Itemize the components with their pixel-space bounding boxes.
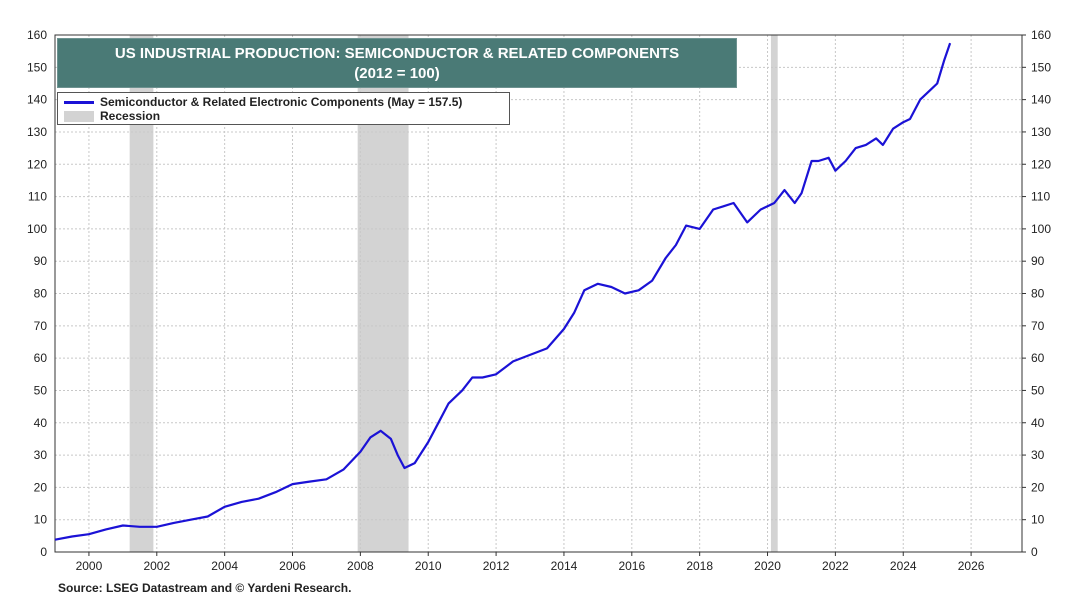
y-tick-label-right: 10 [1031,513,1045,527]
y-tick-label-left: 60 [34,351,48,365]
y-tick-label-right: 150 [1031,60,1051,74]
x-tick-label: 2006 [279,559,306,573]
y-tick-label-right: 30 [1031,448,1045,462]
y-tick-label-left: 40 [34,416,48,430]
y-tick-label-right: 60 [1031,351,1045,365]
legend-series-label: Semiconductor & Related Electronic Compo… [100,95,463,109]
y-tick-label-left: 150 [27,60,47,74]
y-tick-label-left: 70 [34,319,48,333]
y-tick-label-left: 160 [27,28,47,42]
x-axis-ticks: 2000 2002 2004 2006 2008 2010 2012 2014 2016 2018… [76,552,985,573]
y-tick-label-right: 80 [1031,287,1045,301]
y-tick-label-right: 140 [1031,93,1051,107]
legend-item-recession: Recession [64,109,160,123]
y-axis-right-ticks: 0 10 20 30 40 50 60 70 80 90 100 110 120 130 140 150 160 [1022,28,1051,559]
y-tick-label-right: 90 [1031,254,1045,268]
chart-title-box: US INDUSTRIAL PRODUCTION: SEMICONDUCTOR … [57,38,737,88]
y-axis-left-ticks: 0 10 20 30 40 50 60 70 80 90 100 110 120 130 140 150 160 [27,28,47,559]
y-tick-label-right: 20 [1031,480,1045,494]
y-tick-label-left: 140 [27,93,47,107]
legend: Semiconductor & Related Electronic Compo… [57,92,510,125]
y-tick-label-left: 110 [28,190,47,204]
y-tick-label-left: 0 [40,545,47,559]
y-tick-label-right: 120 [1031,157,1051,171]
x-tick-label: 2024 [890,559,917,573]
x-tick-label: 2004 [211,559,238,573]
x-tick-label: 2016 [618,559,645,573]
x-tick-label: 2012 [483,559,510,573]
y-tick-label-right: 50 [1031,383,1045,397]
x-tick-label: 2020 [754,559,781,573]
legend-recession-swatch [64,111,94,123]
chart-title: US INDUSTRIAL PRODUCTION: SEMICONDUCTOR … [114,45,680,62]
legend-series-swatch [64,101,94,105]
y-tick-label-left: 10 [34,513,48,527]
x-tick-label: 2002 [143,559,170,573]
legend-item-series: Semiconductor & Related Electronic Compo… [64,95,462,109]
y-tick-label-left: 20 [34,480,48,494]
y-tick-label-right: 160 [1031,28,1051,42]
chart-subtitle: (2012 = 100) [354,65,440,82]
x-tick-label: 2026 [958,559,985,573]
legend-recession-label: Recession [100,109,161,123]
source-note: Source: LSEG Datastream and © Yardeni Re… [58,581,352,595]
y-tick-label-right: 40 [1031,416,1045,430]
y-tick-label-right: 70 [1031,319,1045,333]
recession-band-3 [770,35,778,552]
y-tick-label-left: 130 [27,125,47,139]
y-tick-label-left: 30 [34,448,48,462]
x-tick-label: 2010 [415,559,442,573]
x-tick-label: 2014 [551,559,578,573]
x-tick-label: 2008 [347,559,374,573]
y-tick-label-left: 80 [34,287,48,301]
y-tick-label-right: 100 [1031,222,1051,236]
y-tick-label-left: 90 [34,254,48,268]
y-tick-label-left: 50 [34,383,48,397]
x-tick-label: 2018 [686,559,713,573]
series-line-semiconductor [54,42,952,541]
y-tick-label-left: 100 [27,222,47,236]
y-tick-label-right: 110 [1031,190,1050,204]
x-tick-label: 2000 [76,559,103,573]
y-tick-label-right: 130 [1031,125,1051,139]
x-tick-label: 2022 [822,559,849,573]
y-tick-label-left: 120 [27,157,47,171]
y-tick-label-right: 0 [1031,545,1038,559]
